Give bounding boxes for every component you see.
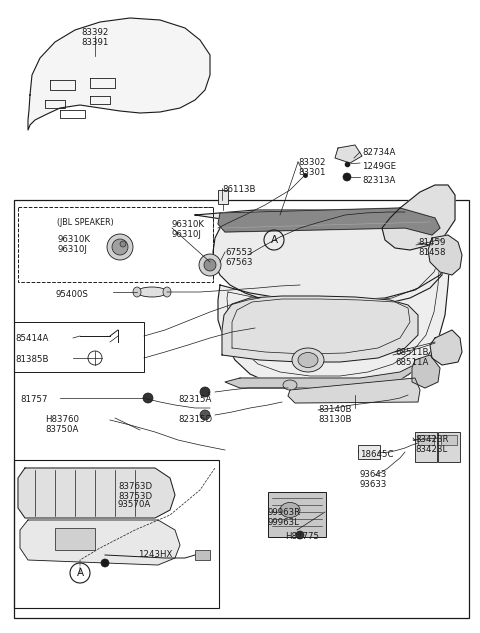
Polygon shape [335, 145, 362, 163]
Circle shape [199, 254, 221, 276]
Text: A: A [270, 235, 277, 245]
Text: 96310K
96310J: 96310K 96310J [57, 235, 90, 254]
Text: 81757: 81757 [20, 395, 48, 404]
Text: 93570A: 93570A [118, 500, 151, 509]
Text: H83760
83750A: H83760 83750A [45, 415, 79, 434]
Text: 81385B: 81385B [15, 355, 48, 364]
Circle shape [296, 531, 304, 539]
Text: 82315A: 82315A [178, 395, 211, 404]
Polygon shape [28, 18, 210, 130]
Polygon shape [382, 185, 455, 250]
Text: 82313A: 82313A [362, 176, 396, 185]
Text: 96310K
96310J: 96310K 96310J [172, 220, 205, 239]
Polygon shape [20, 520, 180, 565]
Text: 99963R
99963L: 99963R 99963L [268, 508, 301, 527]
Polygon shape [218, 258, 450, 392]
Text: 18645C: 18645C [360, 450, 394, 459]
Circle shape [200, 387, 210, 397]
Circle shape [343, 173, 351, 181]
Text: 85414A: 85414A [15, 334, 48, 343]
Text: 93643
93633: 93643 93633 [360, 470, 387, 489]
Ellipse shape [137, 287, 167, 297]
Circle shape [112, 239, 128, 255]
Text: 1243HX: 1243HX [138, 550, 172, 559]
Polygon shape [18, 468, 175, 518]
Circle shape [101, 559, 109, 567]
Polygon shape [225, 362, 420, 388]
Text: (JBL SPEAKER): (JBL SPEAKER) [57, 218, 114, 227]
Ellipse shape [280, 503, 300, 518]
Bar [441, 435, 457, 445]
Circle shape [143, 393, 153, 403]
Text: 82734A: 82734A [362, 148, 396, 157]
Text: 82315D: 82315D [178, 415, 212, 424]
Polygon shape [222, 296, 418, 362]
Polygon shape [218, 208, 440, 235]
Text: 86113B: 86113B [222, 185, 255, 194]
Bar [415, 432, 437, 462]
Text: 83392
83391: 83392 83391 [81, 28, 108, 47]
Text: 83140B
83130B: 83140B 83130B [318, 405, 351, 424]
Bar [14, 460, 219, 608]
Bar [438, 432, 460, 462]
Ellipse shape [163, 287, 171, 297]
Bar [195, 550, 210, 560]
Polygon shape [288, 378, 420, 403]
Text: 83302
83301: 83302 83301 [298, 158, 325, 177]
Text: 81459
81458: 81459 81458 [418, 238, 445, 258]
Polygon shape [430, 330, 462, 365]
Circle shape [204, 259, 216, 271]
Bar [358, 445, 380, 459]
Text: 83423R
83423L: 83423R 83423L [415, 435, 448, 454]
Polygon shape [428, 235, 462, 275]
Text: 83763D
83753D: 83763D 83753D [118, 482, 152, 501]
Text: 67553
67563: 67553 67563 [225, 248, 252, 267]
Ellipse shape [298, 353, 318, 368]
Circle shape [200, 410, 210, 420]
Ellipse shape [133, 287, 141, 297]
Ellipse shape [283, 380, 297, 390]
Circle shape [107, 234, 133, 260]
Bar [418, 435, 434, 445]
Bar [14, 322, 144, 372]
Text: A: A [76, 568, 84, 578]
Bar [268, 492, 326, 537]
Bar [14, 200, 469, 618]
Text: H82775: H82775 [285, 532, 319, 541]
Text: 68511B
68511A: 68511B 68511A [395, 348, 429, 367]
Text: 95400S: 95400S [55, 290, 88, 299]
Ellipse shape [292, 348, 324, 372]
Circle shape [120, 241, 126, 247]
Polygon shape [195, 210, 445, 308]
Bar [55, 528, 95, 550]
Bar [218, 190, 228, 204]
Polygon shape [412, 355, 440, 388]
Text: 1249GE: 1249GE [362, 162, 396, 171]
